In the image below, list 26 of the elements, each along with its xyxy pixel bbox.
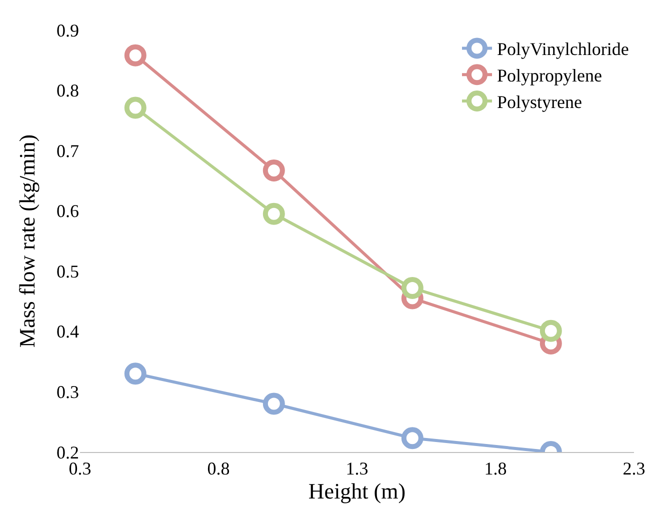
y-tick-label: 0.9 [56, 20, 79, 40]
legend-label: Polystyrene [497, 92, 582, 112]
legend-label: Polypropylene [497, 66, 602, 86]
y-axis-title: Mass flow rate (kg/min) [14, 134, 40, 348]
point [124, 362, 146, 385]
y-tick-label: 0.3 [56, 382, 79, 402]
point [262, 202, 285, 225]
y-tick-label: 0.8 [56, 80, 79, 101]
y-tick-label: 0.4 [56, 322, 79, 342]
point [262, 392, 285, 415]
x-tick-label: 0.8 [207, 458, 230, 479]
y-tick-label: 0.2 [56, 442, 79, 462]
x-tick-label: 2.3 [622, 458, 646, 479]
point [124, 96, 146, 119]
point [262, 159, 285, 182]
legend-label: PolyVinylchloride [497, 39, 629, 60]
y-tick-label: 0.6 [56, 201, 79, 222]
point [401, 427, 424, 450]
point [401, 277, 424, 300]
x-axis-title: Height (m) [308, 478, 406, 504]
x-tick-label: 1.3 [346, 458, 368, 479]
point [124, 44, 146, 66]
point [540, 320, 562, 342]
x-tick-label: 1.8 [484, 458, 507, 479]
y-tick-label: 0.5 [56, 261, 79, 282]
y-tick-label: 0.7 [56, 140, 79, 161]
